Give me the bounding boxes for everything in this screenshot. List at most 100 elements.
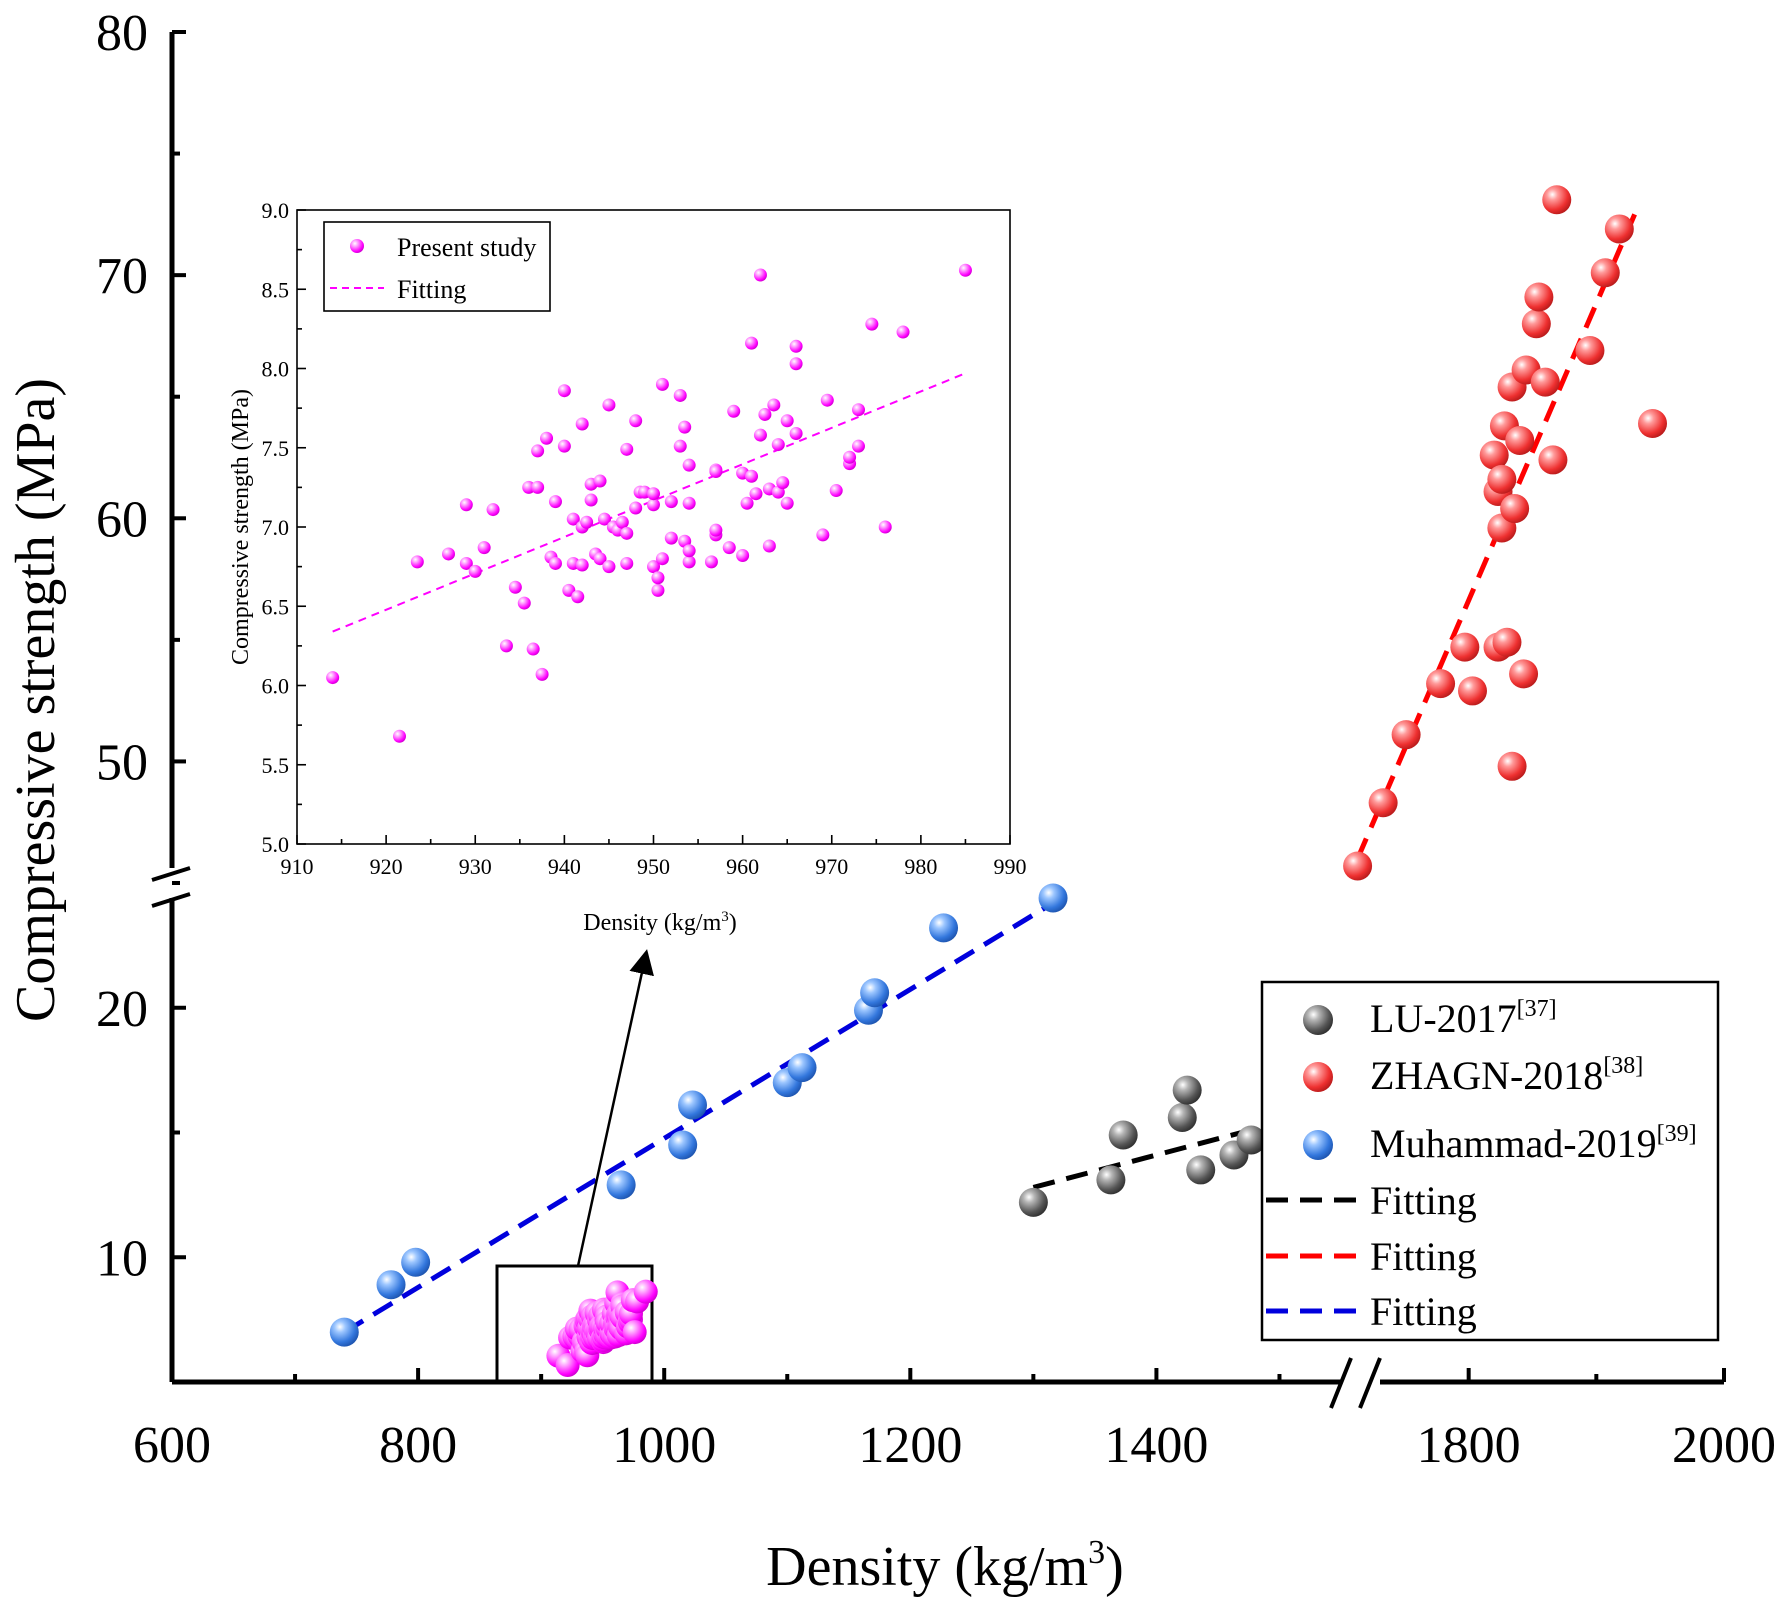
inset-point-present-study xyxy=(629,414,643,428)
point-zhagn xyxy=(1524,282,1554,312)
point-zhagn xyxy=(1542,185,1572,215)
inset-point-present-study xyxy=(486,503,500,517)
inset-point-present-study xyxy=(722,541,736,555)
point-zhagn xyxy=(1500,494,1530,524)
point-muhammad xyxy=(401,1247,431,1277)
inset-point-present-study xyxy=(442,547,456,561)
inset-point-present-study xyxy=(753,268,767,282)
inset-legend-box xyxy=(323,221,551,312)
point-zhagn xyxy=(1457,676,1487,706)
point-zhagn xyxy=(1590,258,1620,288)
inset-x-tick-label: 910 xyxy=(281,854,314,879)
inset-point-present-study xyxy=(557,439,571,453)
inset-point-present-study xyxy=(776,476,790,490)
main-x-tick-label: 1000 xyxy=(612,1417,716,1474)
inset-point-present-study xyxy=(620,526,634,540)
point-zhagn xyxy=(1538,445,1568,475)
point-zhagn xyxy=(1509,659,1539,689)
inset-x-axis-title: Density (kg/m3) xyxy=(583,909,737,936)
point-zhagn xyxy=(1492,627,1522,657)
inset-point-present-study xyxy=(709,523,723,537)
legend-marker-lu xyxy=(1303,1005,1333,1035)
inset-y-tick-label: 9.0 xyxy=(262,198,290,223)
inset-point-present-study xyxy=(736,549,750,563)
point-muhammad xyxy=(668,1130,698,1160)
inset-point-present-study xyxy=(753,428,767,442)
y-axis-break-mark xyxy=(151,866,191,908)
inset-point-present-study xyxy=(664,531,678,545)
inset-point-present-study xyxy=(526,642,540,656)
inset-point-present-study xyxy=(958,263,972,277)
zoom-arrow xyxy=(576,949,654,1267)
main-x-tick-label: 800 xyxy=(379,1417,457,1474)
inset-point-present-study xyxy=(535,667,549,681)
inset-point-present-study xyxy=(593,474,607,488)
inset-point-present-study xyxy=(789,357,803,371)
inset-y-tick-label: 7.5 xyxy=(262,436,290,461)
inset-legend-marker-present xyxy=(350,239,364,253)
inset-point-present-study xyxy=(647,487,660,501)
point-muhammad xyxy=(678,1090,708,1120)
main-x-tick-label: 1400 xyxy=(1104,1417,1208,1474)
inset-point-present-study xyxy=(682,496,696,510)
inset-point-present-study xyxy=(664,495,678,509)
inset-legend-label-present: Present study xyxy=(397,233,536,262)
inset-x-tick-label: 990 xyxy=(994,854,1027,879)
point-lu xyxy=(1236,1125,1266,1155)
inset-point-present-study xyxy=(771,438,785,452)
inset-point-present-study xyxy=(468,564,482,578)
main-y-tick-label: 50 xyxy=(96,734,148,791)
inset-y-tick-label: 5.0 xyxy=(262,832,290,857)
inset-x-tick-label: 940 xyxy=(548,854,581,879)
inset-point-present-study xyxy=(727,404,741,418)
inset-point-present-study xyxy=(780,496,794,510)
inset-point-present-study xyxy=(851,403,865,417)
inset-point-present-study xyxy=(780,414,794,428)
inset-point-present-study xyxy=(557,384,571,398)
inset-point-present-study xyxy=(575,417,589,431)
legend-marker-muhammad xyxy=(1303,1130,1333,1160)
inset-point-present-study xyxy=(745,336,759,350)
inset-point-present-study xyxy=(647,560,660,574)
inset-point-present-study xyxy=(571,590,585,604)
main-y-tick-label: 60 xyxy=(96,491,148,548)
point-lu xyxy=(1096,1165,1126,1195)
inset-point-present-study xyxy=(566,512,580,526)
point-muhammad xyxy=(929,913,959,943)
inset-x-tick-label: 960 xyxy=(726,854,759,879)
inset-point-present-study xyxy=(548,556,562,570)
point-muhammad xyxy=(329,1317,359,1347)
inset-point-present-study xyxy=(620,442,634,456)
inset-chart: 910 920 930 940 950 960 970 980 990 5.0 5.5 6.0 6.5 7… xyxy=(228,198,1027,936)
inset-point-present-study xyxy=(843,450,857,464)
point-muhammad xyxy=(787,1053,817,1083)
point-zhagn xyxy=(1521,309,1551,339)
inset-point-present-study xyxy=(326,671,340,685)
point-muhammad xyxy=(1038,883,1068,913)
inset-point-present-study xyxy=(673,388,687,402)
fit-line-lu xyxy=(1032,1127,1252,1190)
inset-point-present-study xyxy=(767,398,781,412)
inset-point-present-study xyxy=(704,555,718,569)
inset-point-present-study xyxy=(593,552,607,566)
inset-point-present-study xyxy=(749,487,763,501)
inset-point-present-study xyxy=(548,495,562,509)
inset-point-present-study xyxy=(682,544,696,558)
inset-point-present-study xyxy=(647,498,660,512)
inset-point-present-study xyxy=(745,469,759,483)
inset-point-present-study xyxy=(678,420,692,434)
inset-point-present-study xyxy=(477,541,491,555)
point-lu xyxy=(1018,1187,1048,1217)
inset-point-present-study xyxy=(758,407,772,421)
point-muhammad xyxy=(376,1270,406,1300)
inset-x-tick-label: 950 xyxy=(637,854,670,879)
inset-point-present-study xyxy=(789,339,803,353)
inset-point-present-study xyxy=(615,515,629,529)
inset-point-present-study xyxy=(878,520,892,534)
inset-point-present-study xyxy=(580,515,594,529)
point-present-study-main xyxy=(633,1279,658,1304)
point-zhagn xyxy=(1638,408,1668,438)
main-legend-box xyxy=(1260,980,1720,1342)
point-muhammad xyxy=(606,1170,636,1200)
inset-point-present-study xyxy=(673,439,687,453)
